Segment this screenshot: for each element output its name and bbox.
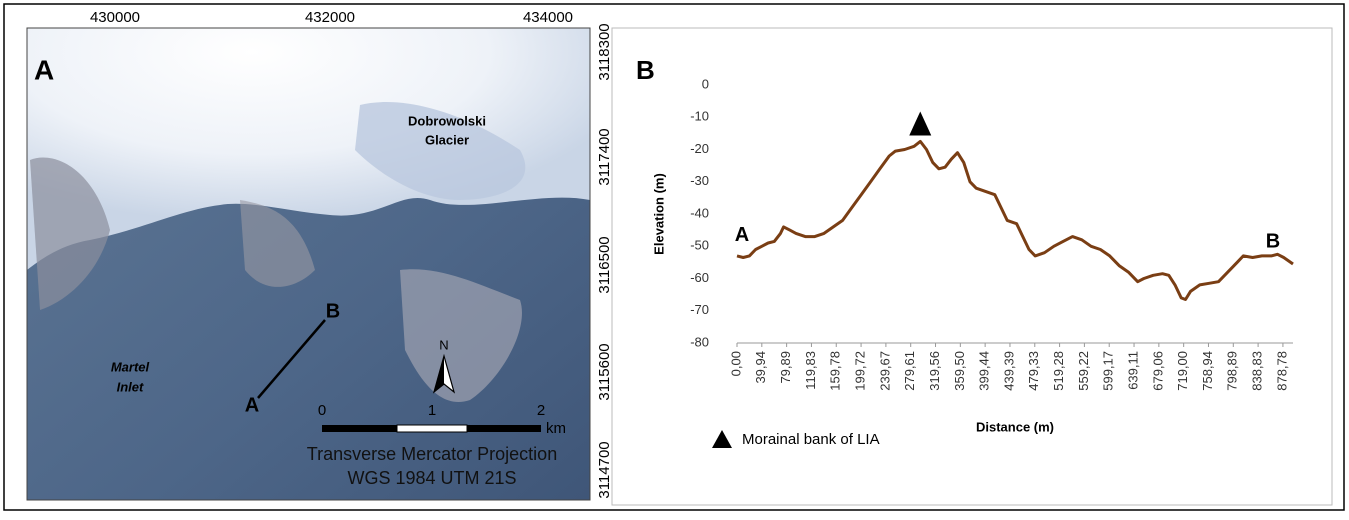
map-frame	[26, 27, 591, 501]
x-tick-label: 279,61	[902, 351, 917, 391]
x-tick-label: 399,44	[977, 351, 992, 391]
chart-frame	[611, 27, 1333, 506]
x-tick-label: 838,83	[1250, 351, 1265, 391]
scale-unit: km	[546, 420, 566, 437]
panel-label: A	[34, 54, 54, 85]
map-rock	[240, 200, 315, 287]
x-tick-label: 599,17	[1101, 351, 1116, 391]
map-x-tick: 430000	[90, 9, 140, 26]
y-tick-label: -20	[690, 141, 709, 156]
north-label: N	[439, 337, 448, 352]
x-tick-label: 239,67	[877, 351, 892, 391]
y-tick-label: -50	[690, 238, 709, 253]
map-panel: A 430000 432000 434000 3118300 3117400 3…	[26, 9, 613, 501]
x-tick-label: 159,78	[828, 351, 843, 391]
projection: WGS 1984 UTM 21S	[347, 468, 516, 488]
profile-line	[736, 139, 1294, 301]
x-tick-label: 119,83	[803, 351, 818, 390]
x-tick-label: 319,56	[927, 351, 942, 391]
x-tick-label: 679,06	[1150, 351, 1165, 391]
x-tick-label: 559,22	[1076, 351, 1091, 391]
x-axis-title: Distance (m)	[976, 419, 1054, 434]
profile-line	[257, 319, 326, 399]
x-tick-label: 878,78	[1274, 351, 1289, 391]
inlet-label: Inlet	[117, 379, 144, 394]
y-axis-title: Elevation (m)	[651, 173, 666, 255]
y-tick-label: -80	[690, 334, 709, 349]
scale-label: 0	[318, 402, 326, 419]
figure-border	[3, 3, 1345, 511]
legend-label: Morainal bank of LIA	[742, 431, 880, 448]
morainal-marker	[909, 111, 932, 136]
y-tick-label: -60	[690, 270, 709, 285]
profile-start: A	[245, 394, 259, 416]
x-tick-label: 479,33	[1026, 351, 1041, 391]
north-arrow	[434, 356, 444, 392]
x-tick-label: 0,00	[728, 351, 743, 376]
inlet-label: Martel	[111, 359, 150, 374]
x-tick-label: 79,89	[778, 351, 793, 384]
map-rock	[30, 157, 110, 310]
profile-end: B	[326, 300, 340, 322]
endpoint-label: A	[735, 224, 749, 246]
x-tick-label: 639,11	[1125, 351, 1140, 390]
scale-bar	[467, 425, 541, 432]
y-tick-label: -70	[690, 302, 709, 317]
glacier-label: Glacier	[425, 132, 469, 147]
map-y-tick: 3114700	[596, 441, 613, 498]
scale-bar	[396, 424, 468, 433]
scale-label: 1	[428, 402, 436, 419]
legend-marker	[712, 430, 732, 448]
scale-label: 2	[537, 402, 545, 419]
x-tick-label: 39,94	[753, 351, 768, 384]
x-tick-label: 758,94	[1200, 351, 1215, 391]
y-tick-label: 0	[702, 76, 709, 91]
map-y-tick: 3117400	[596, 128, 613, 185]
x-tick-label: 439,39	[1001, 351, 1016, 391]
map-snow	[27, 28, 590, 270]
y-tick-label: -10	[690, 109, 709, 124]
x-tick-label: 199,72	[853, 351, 868, 391]
projection: Transverse Mercator Projection	[307, 444, 557, 464]
map-y-tick: 3118300	[596, 23, 613, 80]
map-rock	[400, 269, 522, 402]
x-tick-label: 359,50	[952, 351, 967, 391]
panel-label: B	[636, 55, 655, 85]
endpoint-label: B	[1266, 230, 1280, 252]
glacier-label: Dobrowolski	[408, 113, 486, 128]
map-glacier	[355, 102, 526, 200]
map-y-tick: 3116500	[596, 236, 613, 293]
x-tick-label: 519,28	[1051, 351, 1066, 391]
y-tick-label: -30	[690, 173, 709, 188]
map-x-tick: 432000	[305, 9, 355, 26]
map-x-tick: 434000	[523, 9, 573, 26]
scale-bar	[322, 425, 397, 432]
x-tick-label: 798,89	[1225, 351, 1240, 391]
map-y-tick: 3115600	[596, 343, 613, 400]
x-tick-label: 719,00	[1175, 351, 1190, 391]
y-tick-label: -40	[690, 205, 709, 220]
